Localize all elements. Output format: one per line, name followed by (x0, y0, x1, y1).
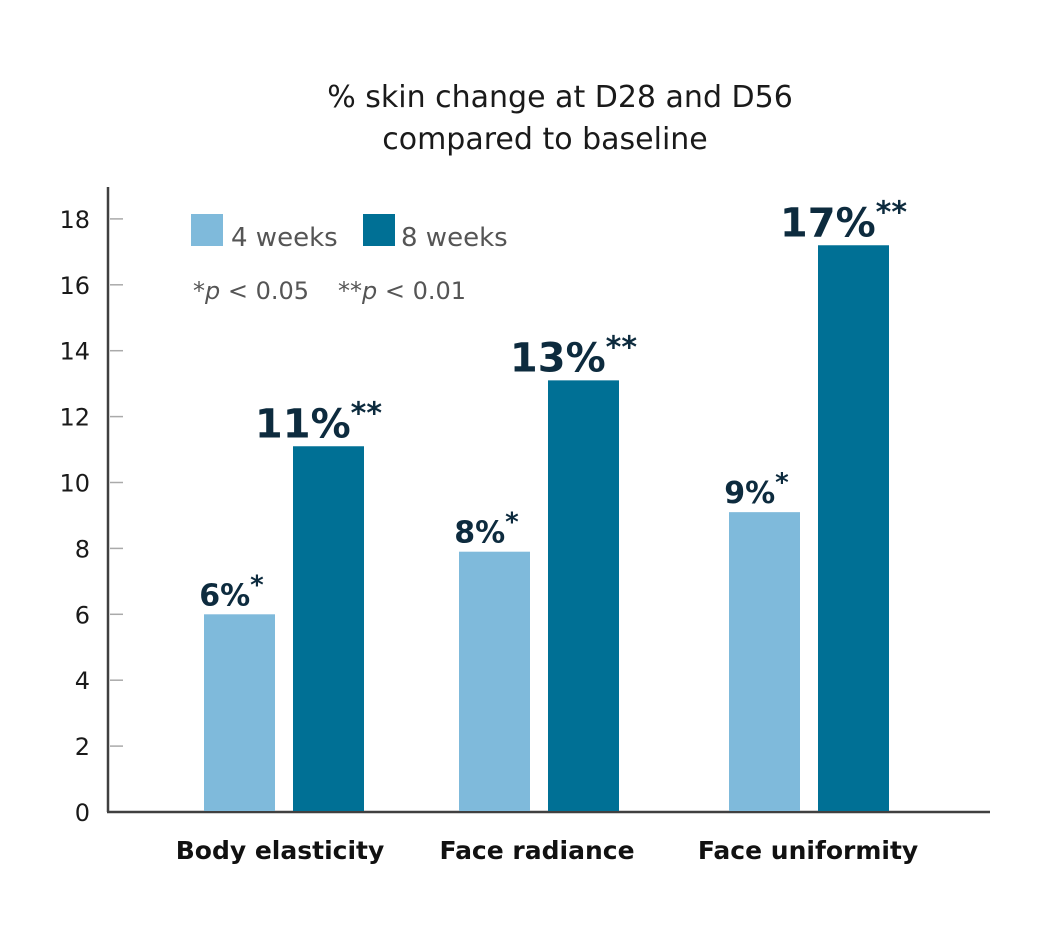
y-tick-label: 12 (59, 404, 90, 432)
data-labels: 6%* 11%** 8%* 13%** 9%* 17%** (199, 195, 907, 613)
y-tick-label: 0 (75, 799, 90, 827)
data-label-face-uniformity-8-weeks: 17%** (780, 195, 907, 246)
chart-title-line-2: compared to baseline (382, 122, 708, 157)
significance-note-double: **p < 0.01 (338, 277, 466, 305)
y-tick-label: 6 (75, 601, 90, 629)
data-label-face-radiance-4-weeks: 8%* (454, 508, 519, 551)
y-ticks: 0 2 4 6 8 10 12 14 16 18 (59, 206, 123, 827)
bar-body-elasticity-8-weeks (293, 446, 364, 811)
legend: 4 weeks 8 weeks (191, 214, 508, 253)
chart-title-line-1: % skin change at D28 and D56 (327, 80, 793, 115)
bar-face-uniformity-8-weeks (818, 245, 889, 811)
chart-title: % skin change at D28 and D56 compared to… (327, 80, 793, 157)
y-tick-label: 2 (75, 733, 90, 761)
significance-note: *p < 0.05 **p < 0.01 (193, 277, 466, 305)
legend-swatch-4-weeks (191, 214, 223, 246)
axes (106, 187, 990, 814)
y-tick-label: 18 (59, 206, 90, 234)
y-tick-label: 14 (59, 338, 90, 366)
bar-face-uniformity-4-weeks (729, 512, 800, 811)
bar-face-radiance-4-weeks (459, 551, 530, 811)
y-tick-label: 10 (59, 470, 90, 498)
data-label-face-uniformity-4-weeks: 9%* (724, 468, 789, 511)
bar-body-elasticity-4-weeks (204, 614, 275, 811)
legend-label-8-weeks: 8 weeks (401, 223, 508, 253)
data-label-face-radiance-8-weeks: 13%** (510, 330, 637, 381)
category-labels: Body elasticity Face radiance Face uniform… (176, 836, 918, 865)
category-label-body-elasticity: Body elasticity (176, 836, 385, 865)
legend-label-4-weeks: 4 weeks (231, 223, 338, 253)
data-label-body-elasticity-8-weeks: 11%** (255, 396, 382, 447)
bars (204, 245, 889, 811)
y-tick-label: 16 (59, 272, 90, 300)
significance-note-single: *p < 0.05 (193, 277, 309, 305)
category-label-face-uniformity: Face uniformity (698, 836, 918, 865)
data-label-body-elasticity-4-weeks: 6%* (199, 570, 264, 613)
category-label-face-radiance: Face radiance (439, 836, 634, 865)
y-tick-label: 8 (75, 535, 90, 563)
legend-swatch-8-weeks (363, 214, 395, 246)
bar-face-radiance-8-weeks (548, 380, 619, 811)
y-tick-label: 4 (75, 667, 90, 695)
